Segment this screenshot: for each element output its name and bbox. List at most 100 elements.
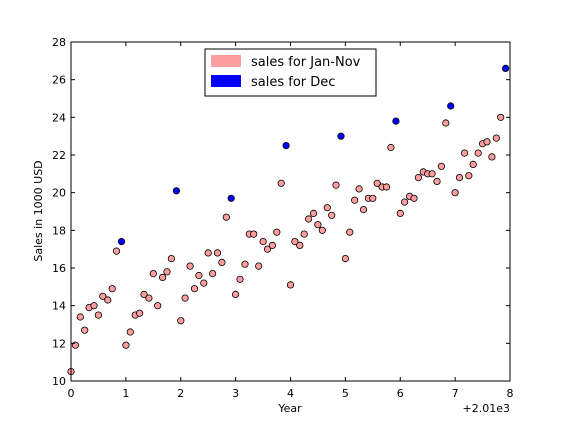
- data-point-jan-nov: [341, 255, 349, 263]
- data-point-jan-nov: [442, 119, 450, 127]
- x-tick-label: 8: [507, 387, 514, 400]
- data-point-jan-nov: [90, 302, 98, 310]
- data-point-jan-nov: [460, 149, 469, 157]
- y-tick-label: 18: [52, 224, 66, 237]
- y-tick-label: 22: [52, 149, 66, 162]
- data-point-jan-nov: [259, 238, 267, 246]
- data-point-jan-nov: [122, 341, 130, 349]
- data-point-jan-nov: [451, 189, 459, 197]
- x-tick-label: 3: [232, 387, 239, 400]
- data-point-dec: [172, 187, 180, 195]
- data-point-jan-nov: [149, 269, 157, 278]
- data-point-dec: [282, 142, 290, 150]
- data-point-jan-nov: [455, 174, 464, 182]
- y-tick-label: 26: [52, 74, 66, 87]
- legend-swatch-dec: [211, 75, 241, 87]
- points-layer: [67, 64, 510, 376]
- data-point-jan-nov: [126, 328, 134, 336]
- data-point-jan-nov: [204, 249, 212, 257]
- data-point-jan-nov: [181, 294, 189, 302]
- data-point-jan-nov: [99, 292, 107, 300]
- data-point-jan-nov: [145, 294, 153, 302]
- data-point-jan-nov: [469, 160, 477, 168]
- x-tick-label: 7: [452, 387, 459, 400]
- x-tick-label: 4: [287, 387, 294, 400]
- data-point-jan-nov: [296, 241, 304, 249]
- data-point-jan-nov: [318, 226, 326, 234]
- x-tick-label: 2: [177, 387, 184, 400]
- data-point-dec: [117, 238, 126, 246]
- data-point-jan-nov: [483, 138, 491, 146]
- data-point-jan-nov: [76, 313, 84, 321]
- legend-label-dec: sales for Dec: [251, 75, 335, 90]
- data-point-jan-nov: [373, 179, 381, 187]
- data-point-jan-nov: [186, 262, 194, 270]
- data-point-jan-nov: [369, 194, 377, 202]
- data-point-jan-nov: [163, 268, 171, 276]
- legend-label-jan-nov: sales for Jan-Nov: [251, 55, 361, 70]
- data-point-jan-nov: [437, 162, 445, 170]
- data-point-jan-nov: [396, 209, 404, 217]
- y-axis-label: Sales in 1000 USD: [32, 160, 45, 261]
- data-point-jan-nov: [277, 179, 285, 187]
- data-point-jan-nov: [309, 209, 318, 217]
- data-point-jan-nov: [400, 198, 409, 206]
- data-point-dec: [392, 117, 400, 125]
- data-point-jan-nov: [108, 285, 116, 293]
- data-point-jan-nov: [190, 285, 199, 293]
- data-point-dec: [227, 194, 235, 202]
- data-point-jan-nov: [492, 134, 500, 142]
- y-tick-label: 24: [52, 111, 66, 124]
- data-point-jan-nov: [167, 255, 175, 263]
- data-point-jan-nov: [332, 181, 340, 189]
- data-point-dec: [501, 64, 510, 73]
- x-tick-label: 5: [342, 387, 349, 400]
- data-point-jan-nov: [291, 238, 299, 246]
- data-point-jan-nov: [200, 279, 208, 287]
- data-point-jan-nov: [382, 183, 391, 191]
- data-point-jan-nov: [209, 269, 217, 278]
- data-point-jan-nov: [428, 170, 436, 178]
- data-point-jan-nov: [328, 211, 336, 219]
- data-point-jan-nov: [488, 153, 496, 161]
- data-point-jan-nov: [136, 309, 144, 317]
- data-point-jan-nov: [355, 185, 363, 193]
- data-point-jan-nov: [387, 143, 395, 152]
- data-point-jan-nov: [304, 215, 313, 223]
- data-point-dec: [447, 102, 455, 110]
- data-point-jan-nov: [94, 311, 103, 319]
- data-point-jan-nov: [112, 247, 121, 255]
- y-tick-label: 10: [52, 375, 66, 388]
- legend-swatch-jan-nov: [211, 55, 241, 67]
- data-point-jan-nov: [81, 326, 89, 334]
- data-point-jan-nov: [213, 249, 222, 257]
- data-point-jan-nov: [410, 194, 418, 202]
- data-point-jan-nov: [218, 258, 226, 266]
- data-point-jan-nov: [474, 149, 482, 157]
- data-point-jan-nov: [159, 273, 167, 281]
- y-tick-label: 14: [52, 300, 66, 313]
- x-tick-label: 0: [68, 387, 75, 400]
- data-point-jan-nov: [154, 302, 162, 310]
- data-point-jan-nov: [140, 290, 148, 298]
- x-axis-offset-label: +2.01e3: [463, 402, 510, 415]
- data-point-jan-nov: [314, 221, 322, 229]
- data-point-jan-nov: [232, 290, 240, 298]
- y-tick-label: 20: [52, 187, 66, 200]
- data-point-jan-nov: [323, 204, 331, 212]
- data-point-jan-nov: [414, 174, 422, 182]
- data-point-jan-nov: [104, 296, 112, 304]
- y-tick-label: 12: [52, 337, 66, 350]
- data-point-jan-nov: [273, 228, 281, 236]
- data-point-jan-nov: [465, 172, 473, 180]
- data-point-jan-nov: [346, 228, 354, 236]
- data-point-jan-nov: [177, 317, 185, 325]
- data-point-jan-nov: [268, 241, 276, 249]
- data-point-jan-nov: [241, 260, 249, 268]
- data-point-jan-nov: [255, 262, 263, 270]
- y-tick-label: 28: [52, 36, 66, 49]
- data-point-jan-nov: [433, 177, 441, 185]
- x-tick-label: 1: [122, 387, 129, 400]
- data-point-jan-nov: [250, 230, 258, 238]
